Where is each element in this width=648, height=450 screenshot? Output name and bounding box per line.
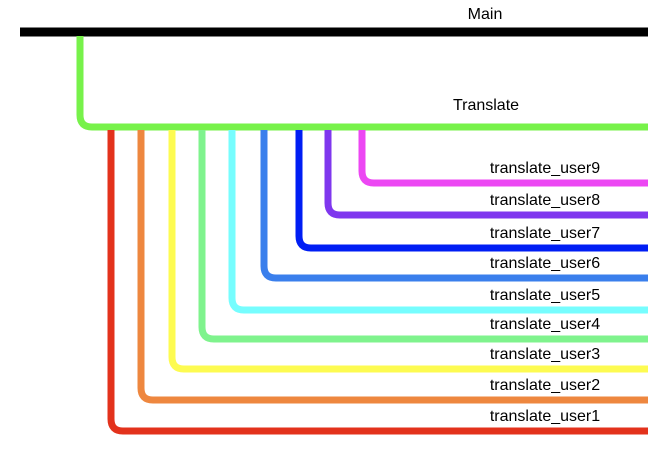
translate-branch-line (76, 36, 648, 131)
branch-line-translate-user1 (107, 130, 648, 435)
branch-line-translate-user6 (260, 130, 648, 282)
branch-lines (20, 27, 648, 435)
branch-line-translate-user3 (168, 130, 648, 373)
branch-labels: Main Translate translate_user1 translate_… (453, 6, 600, 425)
branch-label-translate-user5: translate_user5 (490, 287, 600, 304)
branch-label-translate-user2: translate_user2 (490, 377, 600, 394)
branch-label-translate-user6: translate_user6 (490, 255, 600, 272)
branch-label-translate-user1: translate_user1 (490, 408, 600, 425)
branch-label-translate-user4: translate_user4 (490, 316, 600, 333)
branch-line-translate-user7 (295, 130, 648, 252)
branch-line-translate-user8 (324, 130, 648, 219)
branch-label-translate-user9: translate_user9 (490, 160, 600, 177)
branch-line-translate-user9 (358, 130, 648, 187)
branch-line-translate-user5 (228, 130, 648, 314)
branch-line-translate-user2 (137, 130, 648, 404)
branch-label-translate-user8: translate_user8 (490, 192, 600, 209)
translate-branch-label: Translate (453, 97, 519, 114)
branch-label-translate-user7: translate_user7 (490, 225, 600, 242)
branch-label-translate-user3: translate_user3 (490, 346, 600, 363)
branch-line-translate-user4 (198, 130, 648, 343)
main-branch-label: Main (468, 6, 503, 23)
